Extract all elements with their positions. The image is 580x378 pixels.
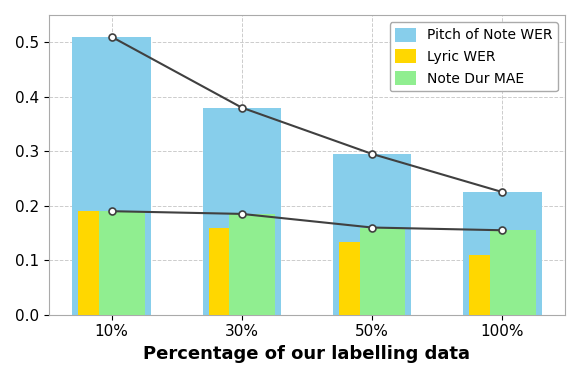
Bar <box>230 214 275 315</box>
Bar <box>360 228 405 315</box>
Legend: Pitch of Note WER, Lyric WER, Note Dur MAE: Pitch of Note WER, Lyric WER, Note Dur M… <box>390 22 558 91</box>
Bar <box>209 228 254 315</box>
Bar <box>333 154 411 315</box>
Bar <box>99 211 145 315</box>
Bar <box>203 108 281 315</box>
X-axis label: Percentage of our labelling data: Percentage of our labelling data <box>143 345 470 363</box>
Bar <box>469 255 515 315</box>
Bar <box>78 211 124 315</box>
Bar <box>339 242 385 315</box>
Bar <box>463 192 542 315</box>
Bar <box>490 230 536 315</box>
Bar <box>72 37 151 315</box>
